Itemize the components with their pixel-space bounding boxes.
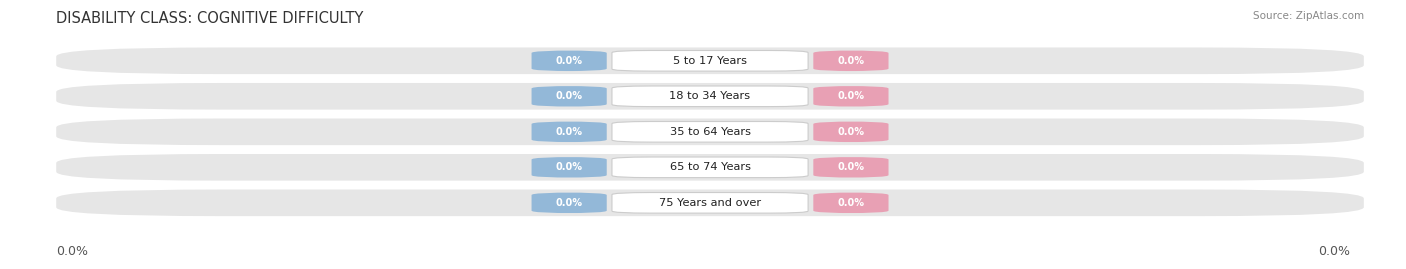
- FancyBboxPatch shape: [56, 154, 1364, 181]
- FancyBboxPatch shape: [813, 122, 889, 142]
- FancyBboxPatch shape: [813, 51, 889, 71]
- FancyBboxPatch shape: [612, 51, 808, 71]
- Text: 0.0%: 0.0%: [838, 162, 865, 172]
- Text: 65 to 74 Years: 65 to 74 Years: [669, 162, 751, 172]
- FancyBboxPatch shape: [531, 122, 607, 142]
- FancyBboxPatch shape: [56, 119, 1364, 145]
- FancyBboxPatch shape: [531, 193, 607, 213]
- Text: 0.0%: 0.0%: [838, 56, 865, 66]
- Text: 0.0%: 0.0%: [838, 127, 865, 137]
- FancyBboxPatch shape: [813, 86, 889, 107]
- Text: 18 to 34 Years: 18 to 34 Years: [669, 91, 751, 101]
- FancyBboxPatch shape: [612, 122, 808, 142]
- Text: 0.0%: 0.0%: [838, 91, 865, 101]
- Text: 0.0%: 0.0%: [555, 127, 582, 137]
- Text: 35 to 64 Years: 35 to 64 Years: [669, 127, 751, 137]
- FancyBboxPatch shape: [56, 83, 1364, 110]
- FancyBboxPatch shape: [813, 193, 889, 213]
- FancyBboxPatch shape: [56, 48, 1364, 74]
- FancyBboxPatch shape: [56, 189, 1364, 216]
- Text: DISABILITY CLASS: COGNITIVE DIFFICULTY: DISABILITY CLASS: COGNITIVE DIFFICULTY: [56, 11, 364, 26]
- Text: 75 Years and over: 75 Years and over: [659, 198, 761, 208]
- Text: 0.0%: 0.0%: [555, 162, 582, 172]
- FancyBboxPatch shape: [612, 86, 808, 107]
- FancyBboxPatch shape: [531, 86, 607, 107]
- Text: 0.0%: 0.0%: [56, 245, 89, 258]
- Text: 0.0%: 0.0%: [838, 198, 865, 208]
- FancyBboxPatch shape: [612, 193, 808, 213]
- Text: Source: ZipAtlas.com: Source: ZipAtlas.com: [1253, 11, 1364, 21]
- FancyBboxPatch shape: [813, 157, 889, 178]
- FancyBboxPatch shape: [612, 157, 808, 178]
- Text: 0.0%: 0.0%: [1317, 245, 1350, 258]
- FancyBboxPatch shape: [531, 51, 607, 71]
- Text: 0.0%: 0.0%: [555, 91, 582, 101]
- Text: 0.0%: 0.0%: [555, 198, 582, 208]
- Text: 5 to 17 Years: 5 to 17 Years: [673, 56, 747, 66]
- FancyBboxPatch shape: [531, 157, 607, 178]
- Text: 0.0%: 0.0%: [555, 56, 582, 66]
